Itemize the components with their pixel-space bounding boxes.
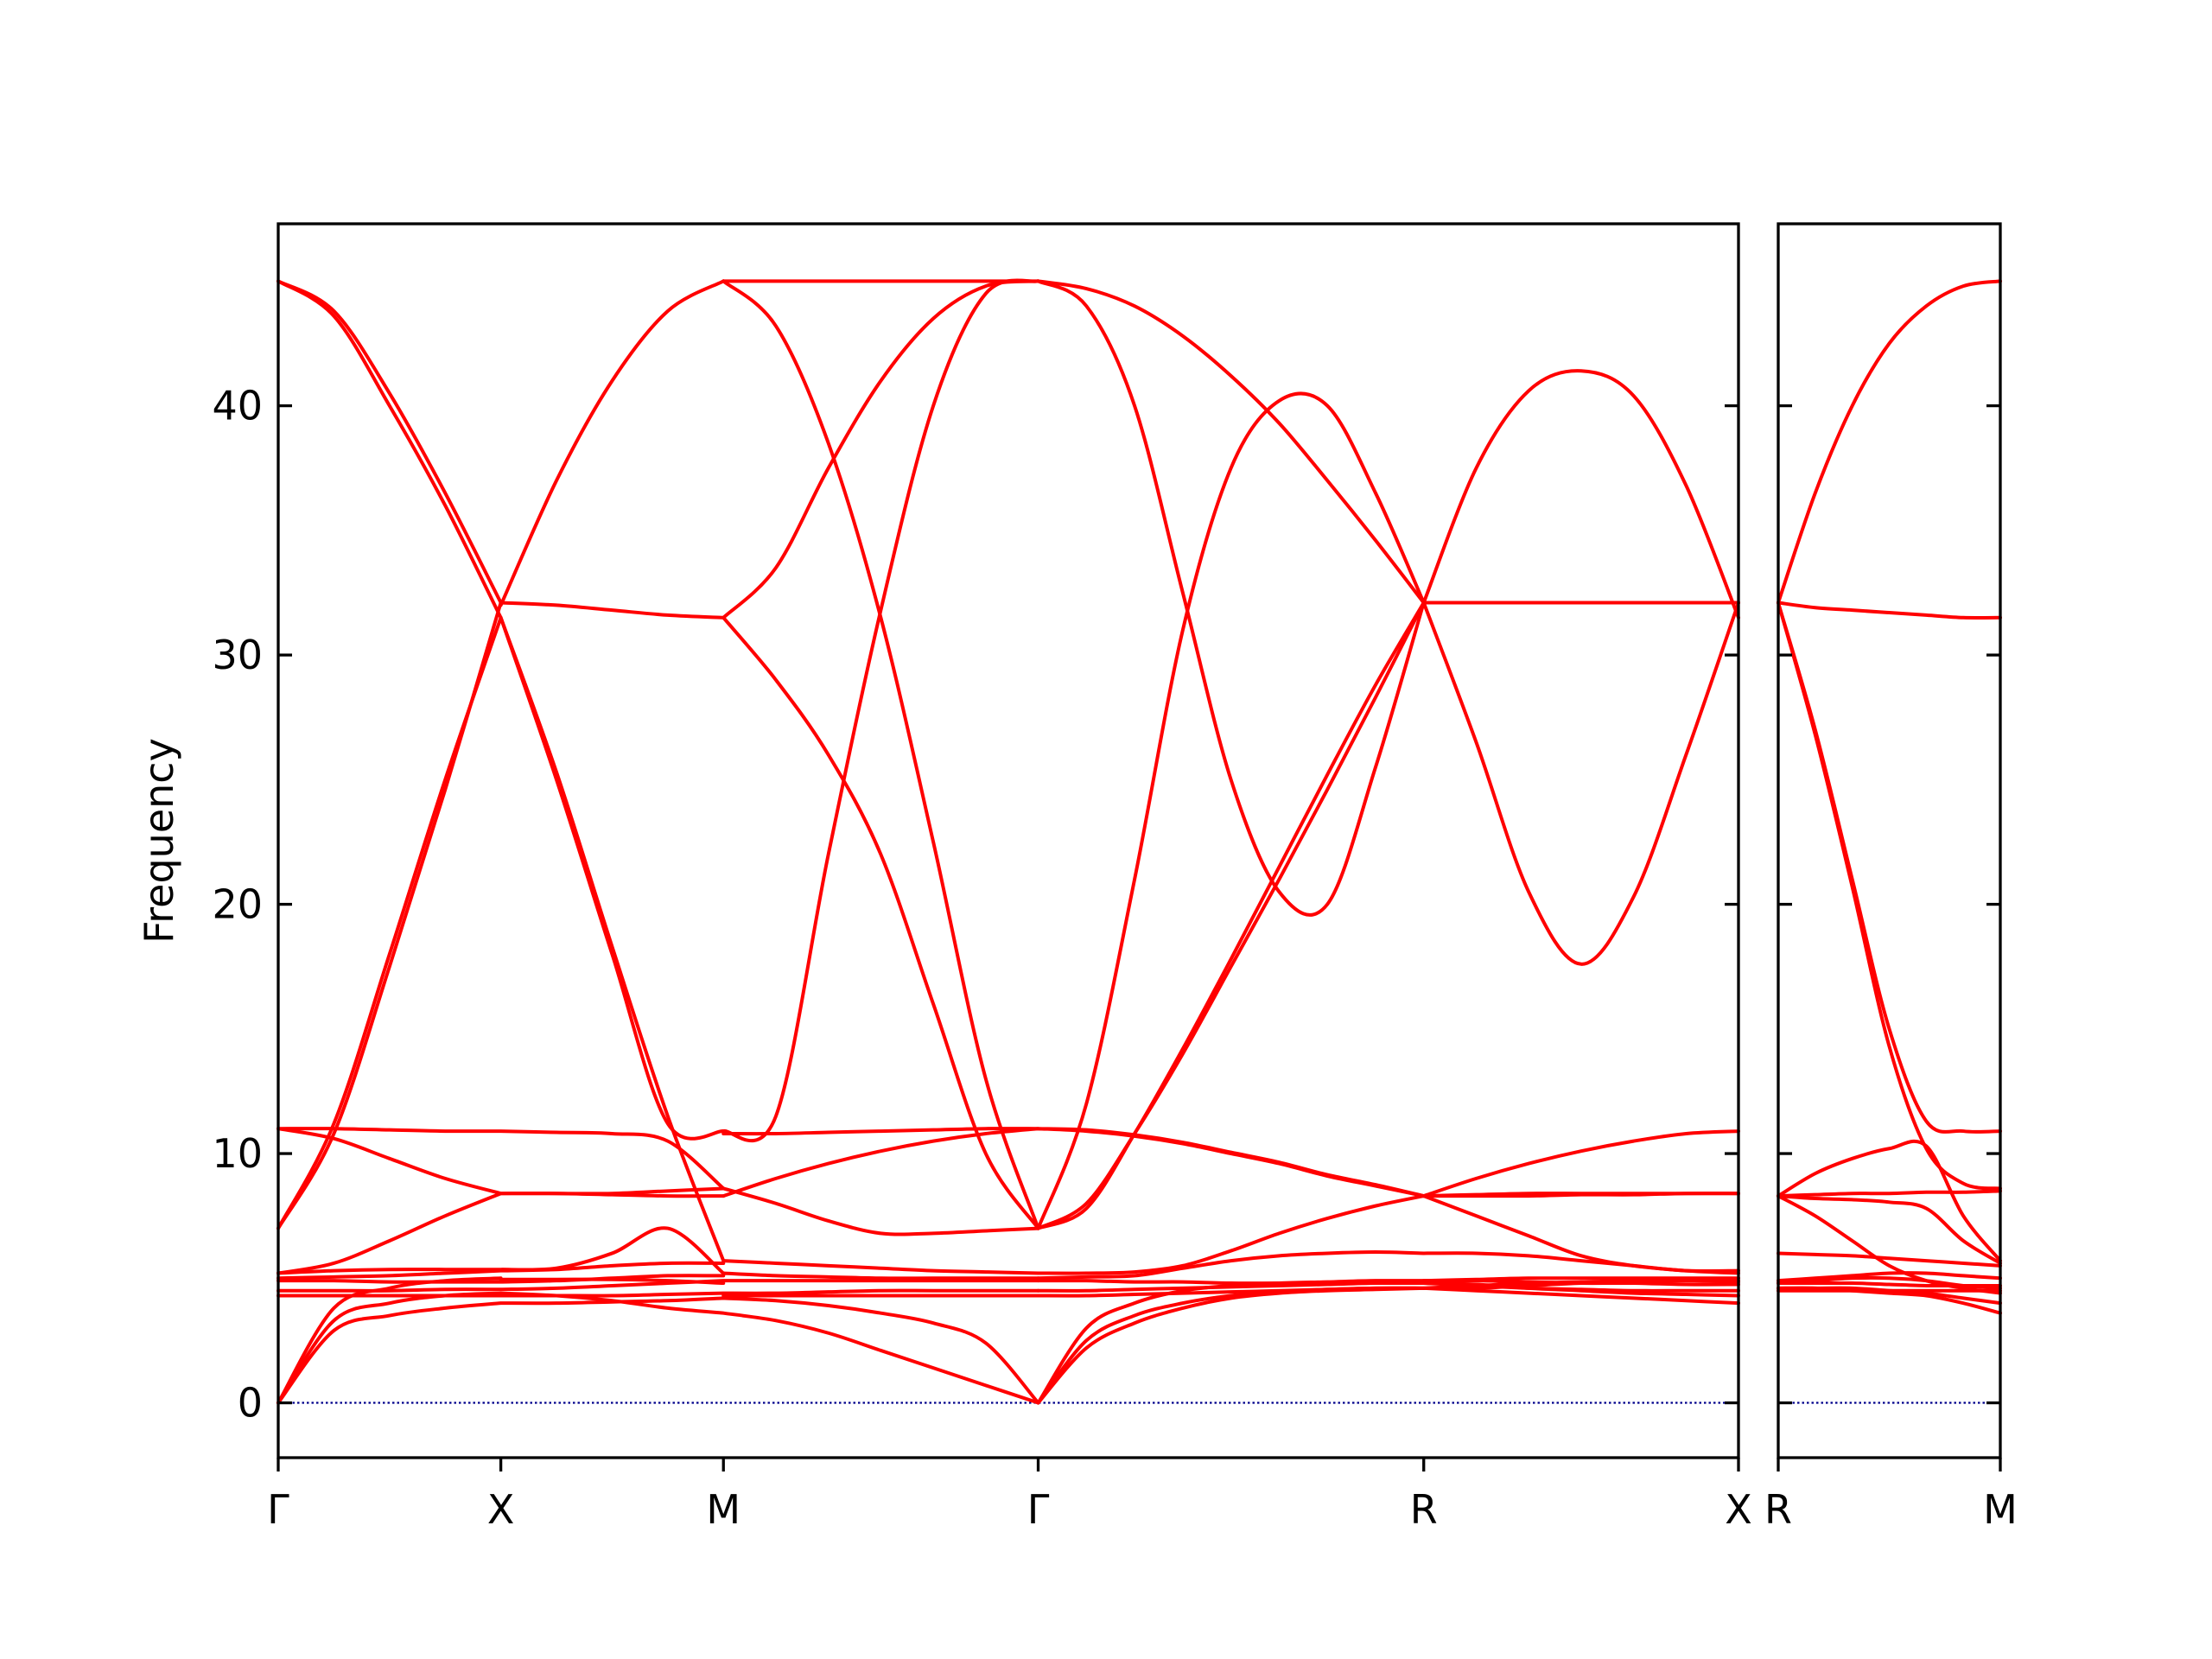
band-line [1777,1194,2002,1265]
band-line [1777,1281,2002,1288]
band-line [1777,601,2002,1191]
axes-frame [1777,222,2002,1459]
band-line [276,1192,1740,1405]
y-tick-label: 40 [212,383,263,429]
axes-frame [276,222,1740,1459]
band-line [276,1127,1740,1275]
band-line [276,1279,1740,1306]
x-tick-label: M [706,1486,741,1533]
y-tick-label: 10 [212,1130,263,1177]
x-tick-label: R [1410,1486,1438,1533]
y-tick-label: 0 [238,1380,263,1427]
x-tick-label: Γ [1027,1486,1050,1533]
band-line [276,278,1740,1230]
y-tick-label: 30 [212,632,263,678]
band-line [276,279,1740,1230]
band-line [1777,1251,2002,1268]
band-line [276,279,1740,620]
y-tick-label: 20 [212,881,263,928]
band-line [1777,601,2002,620]
band-line [276,1279,1740,1298]
plot-area [1777,279,2002,1315]
x-tick-label: X [487,1486,515,1533]
y-axis-label: Frequency [136,738,182,944]
band-line [276,1186,1740,1283]
band-line [1777,1189,2002,1198]
band-line [1777,279,2002,605]
x-tick-label: R [1764,1486,1792,1533]
x-tick-label: M [1983,1486,2018,1533]
x-tick-label: X [1725,1486,1752,1533]
band-line [276,1250,1740,1293]
band-line [1777,1194,2002,1295]
band-line [1777,1271,2002,1283]
band-line [276,279,1740,1263]
band-line [1777,1139,2002,1263]
band-line [276,1279,1740,1405]
x-tick-label: Γ [267,1486,289,1533]
band-line [1777,1286,2002,1315]
band-line [276,279,1740,1230]
plot-area [276,278,1740,1405]
